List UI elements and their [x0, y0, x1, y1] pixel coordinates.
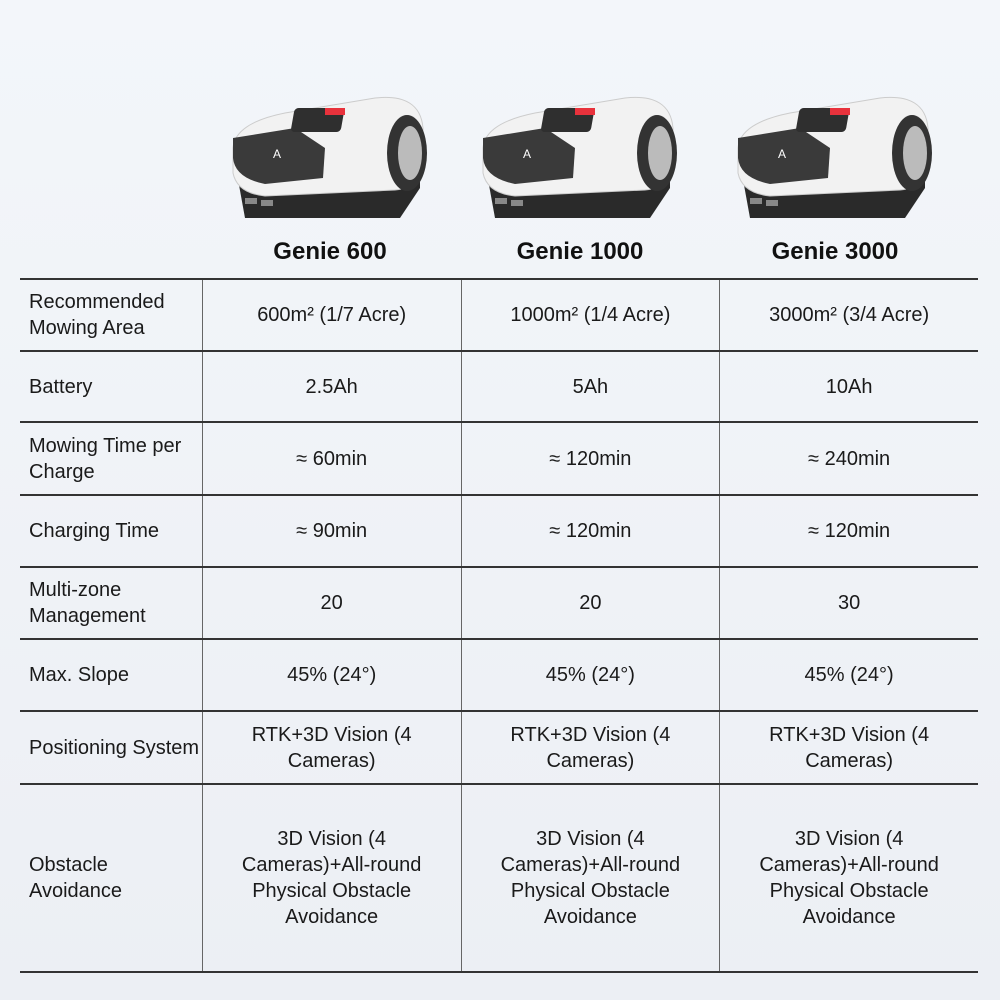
row-label: Battery	[20, 350, 203, 423]
cell-value: 45% (24°)	[460, 638, 720, 712]
mower-image: A	[737, 96, 932, 218]
product-name: Genie 1000	[516, 238, 644, 265]
row-label: Max. Slope	[20, 638, 203, 712]
table-row: Battery 2.5Ah 5Ah 10Ah	[20, 350, 978, 423]
svg-text:A: A	[523, 147, 531, 161]
svg-text:A: A	[273, 147, 281, 161]
mower-image: A	[482, 96, 677, 218]
table-row: Positioning System RTK+3D Vision (4 Camer…	[20, 710, 978, 785]
table-row: Max. Slope 45% (24°) 45% (24°) 45% (24°)	[20, 638, 978, 712]
cell-value: 20	[460, 566, 720, 640]
svg-text:A: A	[778, 147, 786, 161]
cell-value: 3000m² (3/4 Acre)	[719, 278, 978, 352]
product-name: Genie 600	[273, 238, 387, 265]
cell-value: 3D Vision (4 Cameras)+All-round Physical…	[460, 783, 720, 973]
mower-image: A	[232, 96, 427, 218]
row-label: Mowing Time per Charge	[20, 421, 203, 496]
comparison-table: Recommended Mowing Area 600m² (1/7 Acre) 1…	[20, 278, 978, 973]
row-label: Positioning System	[20, 710, 203, 785]
product-2: A Genie 1000	[470, 78, 690, 266]
cell-value: 2.5Ah	[201, 350, 462, 423]
cell-value: ≈ 240min	[719, 421, 978, 496]
cell-value: 45% (24°)	[719, 638, 978, 712]
cell-value: 20	[201, 566, 462, 640]
row-label: Charging Time	[20, 494, 203, 568]
cell-value: RTK+3D Vision (4 Cameras)	[201, 710, 462, 785]
cell-value: 600m² (1/7 Acre)	[201, 278, 462, 352]
table-row: Recommended Mowing Area 600m² (1/7 Acre) 1…	[20, 278, 978, 352]
cell-value: ≈ 120min	[460, 494, 720, 568]
table-row: Obstacle Avoidance 3D Vision (4 Cameras)+…	[20, 783, 978, 973]
cell-value: 30	[719, 566, 978, 640]
cell-value: RTK+3D Vision (4 Cameras)	[719, 710, 978, 785]
row-label: Multi-zone Management	[20, 566, 203, 640]
product-name: Genie 3000	[771, 238, 899, 265]
cell-value: 45% (24°)	[201, 638, 462, 712]
table-row: Multi-zone Management 20 20 30	[20, 566, 978, 640]
cell-value: 1000m² (1/4 Acre)	[460, 278, 720, 352]
cell-value: 3D Vision (4 Cameras)+All-round Physical…	[201, 783, 462, 973]
table-row: Charging Time ≈ 90min ≈ 120min ≈ 120min	[20, 494, 978, 568]
cell-value: 5Ah	[460, 350, 720, 423]
cell-value: 3D Vision (4 Cameras)+All-round Physical…	[719, 783, 978, 973]
cell-value: RTK+3D Vision (4 Cameras)	[460, 710, 720, 785]
cell-value: ≈ 120min	[460, 421, 720, 496]
cell-value: ≈ 120min	[719, 494, 978, 568]
cell-value: ≈ 60min	[201, 421, 462, 496]
product-3: A Genie 3000	[725, 78, 945, 266]
cell-value: 10Ah	[719, 350, 978, 423]
product-1: A Genie 600	[220, 78, 440, 266]
table-row: Mowing Time per Charge ≈ 60min ≈ 120min ≈ 2…	[20, 421, 978, 496]
row-label: Obstacle Avoidance	[20, 783, 203, 973]
row-label: Recommended Mowing Area	[20, 278, 203, 352]
cell-value: ≈ 90min	[201, 494, 462, 568]
